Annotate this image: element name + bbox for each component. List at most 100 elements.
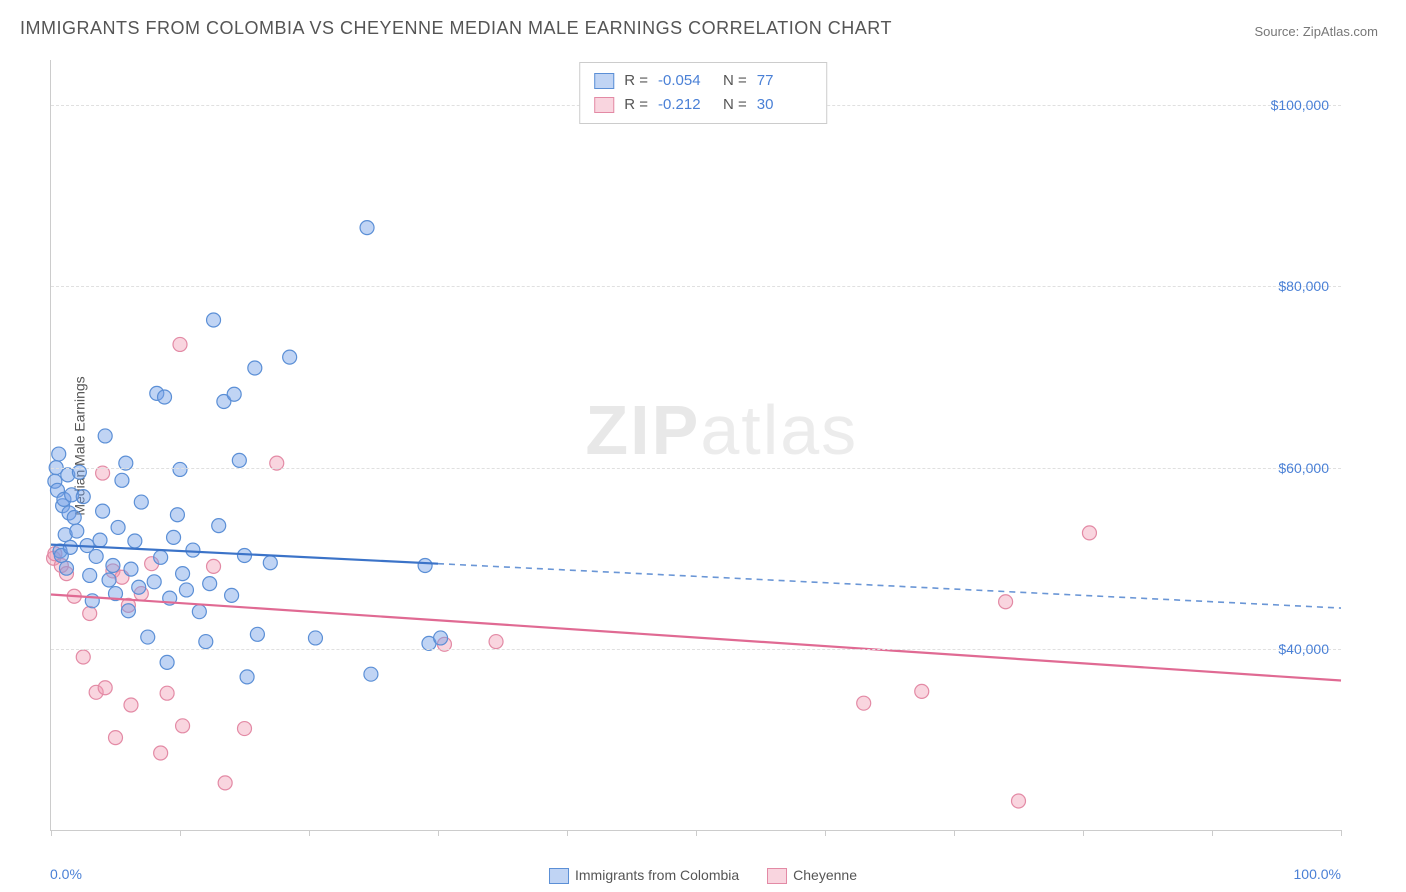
scatter-point-cheyenne	[1082, 526, 1096, 540]
scatter-point-colombia	[263, 556, 277, 570]
x-tick	[1341, 830, 1342, 836]
source-attribution: Source: ZipAtlas.com	[1254, 24, 1378, 39]
scatter-point-colombia	[364, 667, 378, 681]
gridline	[51, 286, 1341, 287]
scatter-point-colombia	[227, 387, 241, 401]
scatter-point-cheyenne	[857, 696, 871, 710]
scatter-point-cheyenne	[154, 746, 168, 760]
scatter-point-colombia	[111, 520, 125, 534]
x-tick	[180, 830, 181, 836]
legend-swatch	[767, 868, 787, 884]
scatter-point-cheyenne	[173, 337, 187, 351]
scatter-point-cheyenne	[76, 650, 90, 664]
scatter-point-cheyenne	[238, 722, 252, 736]
scatter-point-colombia	[250, 627, 264, 641]
scatter-point-cheyenne	[176, 719, 190, 733]
scatter-point-colombia	[89, 549, 103, 563]
scatter-point-cheyenne	[218, 776, 232, 790]
scatter-point-colombia	[179, 583, 193, 597]
source-prefix: Source:	[1254, 24, 1302, 39]
r-label: R =	[624, 93, 648, 117]
y-tick-label: $80,000	[1278, 278, 1329, 294]
scatter-point-colombia	[207, 313, 221, 327]
scatter-point-colombia	[240, 670, 254, 684]
plot-area: ZIPatlas $40,000$60,000$80,000$100,000	[50, 60, 1341, 831]
legend-swatch	[594, 73, 614, 89]
scatter-point-colombia	[115, 473, 129, 487]
bottom-legend-item: Immigrants from Colombia	[549, 867, 739, 884]
scatter-point-colombia	[283, 350, 297, 364]
x-tick	[1212, 830, 1213, 836]
scatter-point-colombia	[308, 631, 322, 645]
scatter-point-colombia	[147, 575, 161, 589]
gridline	[51, 649, 1341, 650]
scatter-point-colombia	[158, 390, 172, 404]
chart-title: IMMIGRANTS FROM COLOMBIA VS CHEYENNE MED…	[20, 18, 892, 39]
scatter-point-colombia	[141, 630, 155, 644]
bottom-legend-item: Cheyenne	[767, 867, 857, 884]
y-tick-label: $40,000	[1278, 641, 1329, 657]
scatter-point-colombia	[154, 550, 168, 564]
x-tick	[438, 830, 439, 836]
scatter-point-colombia	[173, 462, 187, 476]
x-tick	[696, 830, 697, 836]
scatter-point-colombia	[70, 524, 84, 538]
scatter-point-colombia	[59, 561, 73, 575]
x-tick	[51, 830, 52, 836]
n-label: N =	[723, 93, 747, 117]
scatter-point-colombia	[225, 588, 239, 602]
x-tick	[567, 830, 568, 836]
legend-label: Cheyenne	[793, 867, 857, 883]
scatter-point-colombia	[186, 543, 200, 557]
legend-label: Immigrants from Colombia	[575, 867, 739, 883]
gridline	[51, 468, 1341, 469]
source-name: ZipAtlas.com	[1303, 24, 1378, 39]
scatter-point-cheyenne	[98, 681, 112, 695]
scatter-point-cheyenne	[1012, 794, 1026, 808]
scatter-point-colombia	[98, 429, 112, 443]
scatter-point-colombia	[360, 221, 374, 235]
scatter-point-colombia	[232, 453, 246, 467]
x-tick	[954, 830, 955, 836]
scatter-point-colombia	[192, 605, 206, 619]
x-tick	[1083, 830, 1084, 836]
scatter-point-colombia	[96, 504, 110, 518]
n-value: 30	[757, 93, 812, 117]
scatter-point-colombia	[121, 604, 135, 618]
scatter-point-cheyenne	[489, 635, 503, 649]
scatter-point-colombia	[124, 562, 138, 576]
stats-legend: R =-0.054N =77R =-0.212N =30	[579, 62, 827, 124]
scatter-point-colombia	[176, 567, 190, 581]
scatter-point-colombia	[63, 540, 77, 554]
scatter-point-colombia	[170, 508, 184, 522]
r-value: -0.054	[658, 69, 713, 93]
scatter-point-colombia	[134, 495, 148, 509]
stats-legend-row: R =-0.054N =77	[594, 69, 812, 93]
scatter-point-cheyenne	[124, 698, 138, 712]
trend-line-cheyenne	[51, 594, 1341, 680]
scatter-point-colombia	[93, 533, 107, 547]
scatter-point-cheyenne	[160, 686, 174, 700]
scatter-point-colombia	[238, 549, 252, 563]
x-axis-max-label: 100.0%	[1294, 866, 1341, 882]
scatter-point-colombia	[132, 580, 146, 594]
y-tick-label: $100,000	[1271, 97, 1329, 113]
scatter-point-cheyenne	[999, 595, 1013, 609]
scatter-point-colombia	[212, 519, 226, 533]
x-tick	[825, 830, 826, 836]
x-axis-min-label: 0.0%	[50, 866, 82, 882]
scatter-point-colombia	[434, 631, 448, 645]
scatter-point-colombia	[203, 577, 217, 591]
scatter-point-colombia	[418, 558, 432, 572]
scatter-point-colombia	[248, 361, 262, 375]
x-tick	[309, 830, 310, 836]
trend-line-colombia-dashed	[438, 564, 1341, 608]
bottom-legend: Immigrants from Colombia Cheyenne	[549, 867, 857, 884]
stats-legend-row: R =-0.212N =30	[594, 93, 812, 117]
scatter-point-cheyenne	[83, 606, 97, 620]
scatter-point-colombia	[199, 635, 213, 649]
scatter-point-colombia	[83, 568, 97, 582]
n-label: N =	[723, 69, 747, 93]
legend-swatch	[549, 868, 569, 884]
scatter-point-cheyenne	[109, 731, 123, 745]
